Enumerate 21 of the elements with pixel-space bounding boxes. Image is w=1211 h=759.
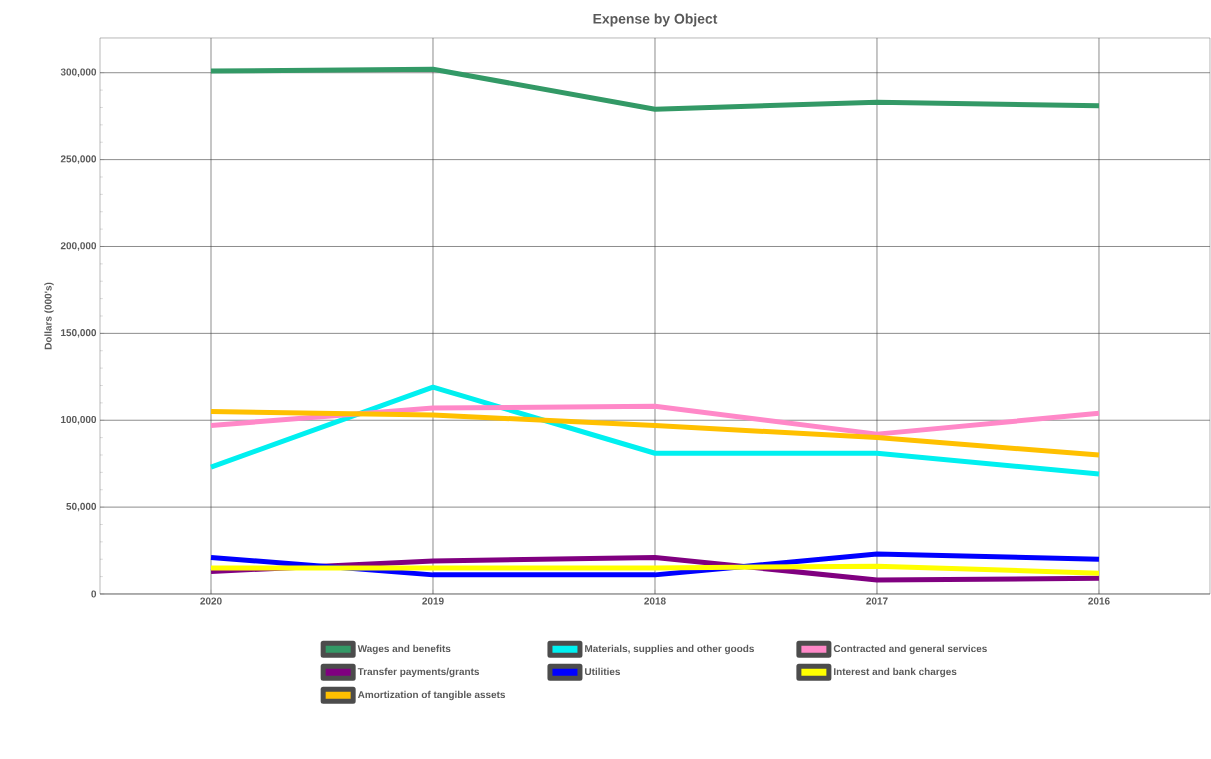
y-tick-label: 250,000 — [60, 155, 97, 164]
legend-label: Interest and bank charges — [834, 667, 957, 678]
legend-label: Materials, supplies and other goods — [585, 644, 754, 655]
y-tick-label: 50,000 — [66, 502, 97, 512]
y-tick-label: 100,000 — [61, 415, 97, 425]
legend-label: Transfer payments/grants — [357, 667, 480, 678]
legend-label: Wages and benefits — [357, 644, 451, 655]
x-tick-label: 2020 — [200, 597, 222, 605]
x-tick-label: 2017 — [866, 597, 888, 605]
x-tick-label: 2019 — [422, 597, 444, 605]
y-tick-label: 150,000 — [61, 329, 97, 338]
y-tick-label: 200,000 — [60, 242, 97, 251]
y-tick-label: 300,000 — [60, 68, 97, 77]
legend-label: Utilities — [585, 667, 621, 676]
x-tick-label: 2018 — [644, 597, 666, 605]
x-tick-label: 2016 — [1088, 597, 1110, 605]
chart-title: Expense by Object — [593, 13, 718, 27]
y-tick-label: 0 — [91, 590, 97, 598]
legend-label: Amortization of tangible assets — [357, 690, 506, 701]
y-axis-title: Dollars (000's) — [44, 282, 54, 350]
legend-label: Contracted and general services — [833, 644, 987, 655]
